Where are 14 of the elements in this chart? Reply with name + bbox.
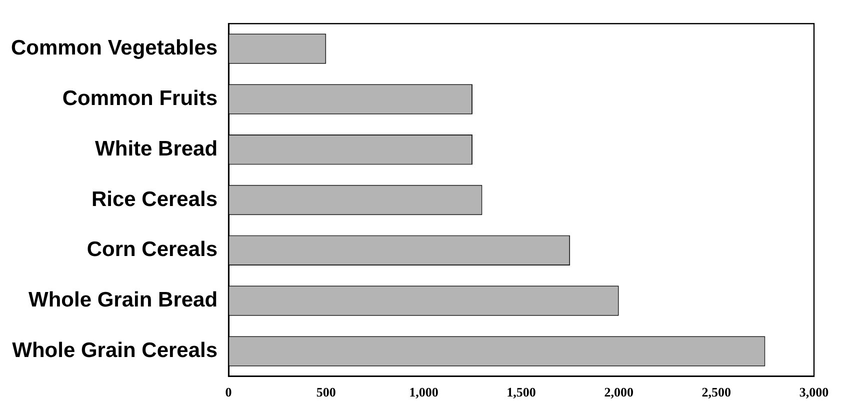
x-tick-label: 0 [225, 384, 232, 400]
y-tick-label: Corn Cereals [86, 238, 218, 262]
x-tick-label: 1,500 [506, 384, 536, 400]
y-tick-label: Whole Grain Bread [28, 288, 218, 312]
x-tick-label: 3,000 [799, 384, 829, 400]
y-tick-label: Whole Grain Cereals [12, 338, 218, 362]
y-tick-label: White Bread [95, 137, 218, 160]
y-tick-label: Common Fruits [62, 86, 218, 110]
x-tick-label: 1,000 [409, 384, 438, 400]
x-tick-label: 2,000 [604, 384, 634, 400]
x-tick-label: 2,500 [702, 384, 732, 400]
y-tick-label: Common Vegetables [10, 36, 218, 60]
x-tick-label: 500 [316, 384, 336, 400]
y-tick-label: Rice Cereals [91, 188, 218, 211]
